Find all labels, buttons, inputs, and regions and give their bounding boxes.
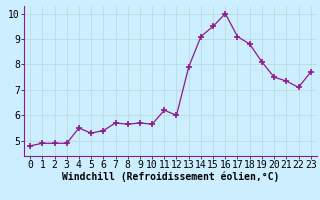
X-axis label: Windchill (Refroidissement éolien,°C): Windchill (Refroidissement éolien,°C) xyxy=(62,172,279,182)
